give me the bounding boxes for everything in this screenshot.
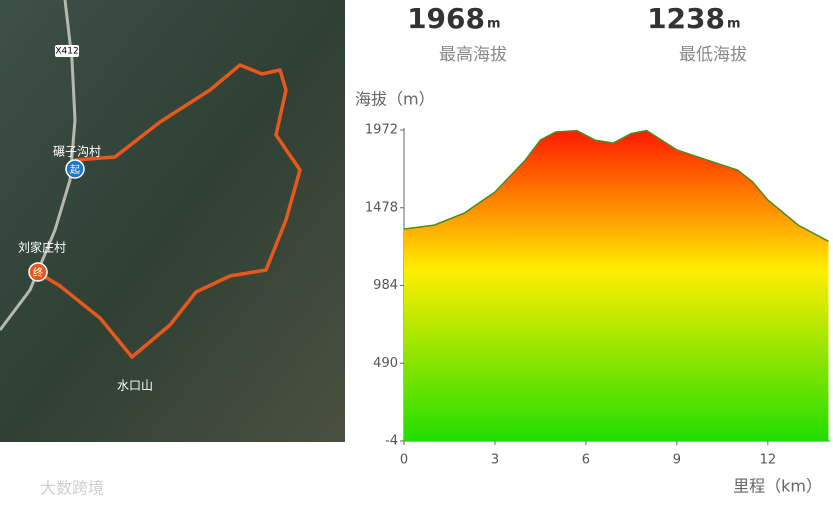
start-marker-label: 起 — [70, 164, 80, 176]
road — [0, 0, 77, 331]
route — [36, 63, 302, 359]
y-tick-label: 490 — [373, 356, 398, 371]
x-tick-label: 9 — [673, 453, 681, 468]
min-label: 最低海拔 — [679, 45, 747, 65]
x-tick-label: 12 — [760, 453, 777, 468]
y-axis-label: 海拔（m） — [355, 90, 435, 109]
peak-label: 水口山 — [117, 379, 153, 393]
road-badge — [55, 45, 79, 57]
max-value: 1968 — [407, 2, 485, 35]
start-village: 碾子沟村 — [53, 145, 101, 159]
end-village: 刘家庄村 — [18, 240, 66, 255]
y-tick-label: -4 — [385, 434, 398, 449]
min-value: 1238 — [647, 2, 725, 35]
end-marker — [28, 262, 48, 282]
area-fill — [404, 130, 829, 441]
watermark: 大数跨境 — [40, 479, 104, 498]
x-tick-label: 3 — [491, 453, 499, 468]
x-tick-label: 6 — [582, 453, 590, 468]
map-background — [0, 0, 345, 442]
max-label: 最高海拔 — [439, 45, 507, 65]
x-axis-label: 里程（km） — [733, 477, 822, 496]
start-marker — [65, 159, 85, 179]
min-unit: m — [727, 17, 741, 32]
y-tick-label: 984 — [373, 278, 398, 293]
y-tick-label: 1478 — [365, 200, 398, 215]
x-tick-label: 0 — [400, 453, 408, 468]
elevation-line — [403, 129, 829, 242]
end-marker-label: 终 — [33, 266, 43, 279]
road-label: X412 — [55, 47, 78, 57]
y-tick-label: 1972 — [365, 123, 398, 138]
max-unit: m — [487, 17, 501, 32]
